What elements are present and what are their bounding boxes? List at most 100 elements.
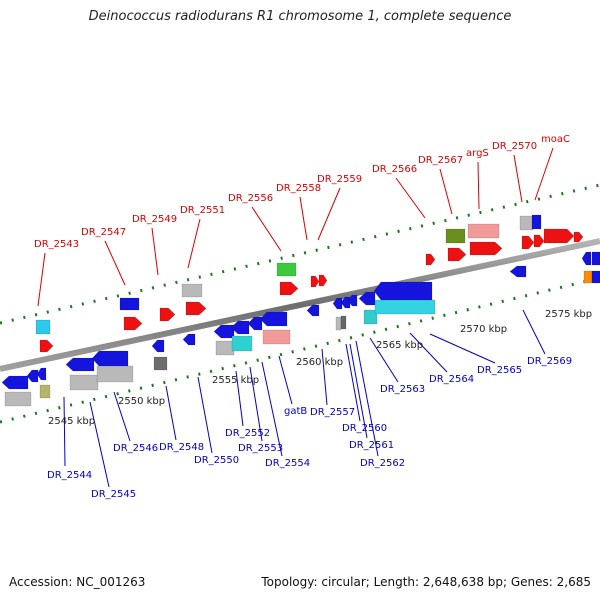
leader-line bbox=[534, 147, 554, 201]
leader-line bbox=[477, 161, 480, 210]
leader-line bbox=[355, 340, 379, 457]
gene-label: moaC bbox=[541, 134, 570, 145]
gene-arrow bbox=[425, 253, 436, 266]
leader-line bbox=[113, 391, 131, 442]
gene-arrow bbox=[213, 324, 235, 339]
gene-arrow bbox=[36, 367, 47, 381]
leader-line bbox=[522, 309, 546, 355]
gene-arrow bbox=[373, 281, 433, 301]
gene-arrow bbox=[123, 316, 143, 331]
gene-label: DR_2545 bbox=[91, 489, 136, 500]
gene-box bbox=[215, 340, 235, 356]
gene-box bbox=[35, 319, 51, 335]
leader-line bbox=[89, 401, 110, 488]
leader-line bbox=[37, 252, 46, 307]
gene-arrow bbox=[306, 304, 320, 317]
gene-arrow bbox=[279, 281, 299, 296]
gene-box bbox=[591, 270, 600, 284]
gene-label: DR_2566 bbox=[372, 164, 417, 175]
gene-arrow bbox=[509, 265, 527, 278]
leader-line bbox=[369, 337, 399, 383]
gene-arrow bbox=[26, 369, 39, 383]
scale-label: 2570 kbp bbox=[460, 324, 507, 335]
gene-arrow bbox=[182, 333, 196, 346]
gene-box bbox=[181, 283, 203, 298]
gene-arrow bbox=[332, 297, 343, 310]
gene-box bbox=[119, 297, 140, 311]
leader-line bbox=[321, 348, 328, 406]
gene-label: argS bbox=[466, 148, 489, 159]
genome-backbone bbox=[0, 238, 600, 372]
gene-label: DR_2548 bbox=[159, 442, 204, 453]
leader-line bbox=[429, 333, 496, 364]
gene-arrow bbox=[39, 339, 54, 353]
gene-label: DR_2569 bbox=[527, 356, 572, 367]
gene-arrow bbox=[469, 241, 503, 256]
gene-label: DR_2558 bbox=[276, 183, 321, 194]
gene-arrow bbox=[447, 247, 467, 262]
gene-label: DR_2547 bbox=[81, 227, 126, 238]
gene-label: DR_2554 bbox=[265, 458, 310, 469]
map-title: Deinococcus radiodurans R1 chromosome 1,… bbox=[88, 9, 512, 24]
gene-arrow bbox=[151, 339, 165, 353]
leader-line bbox=[299, 196, 308, 241]
leader-line bbox=[513, 154, 523, 203]
leader-line bbox=[395, 177, 426, 219]
gene-arrow bbox=[65, 357, 95, 372]
leader-line bbox=[278, 355, 293, 405]
gene-label: DR_2553 bbox=[238, 443, 283, 454]
gene-box bbox=[374, 299, 436, 315]
gene-arrow bbox=[347, 294, 358, 307]
gene-label: DR_2563 bbox=[380, 384, 425, 395]
gene-box bbox=[276, 262, 297, 277]
gene-arrow bbox=[159, 307, 176, 322]
gene-arrow bbox=[230, 320, 250, 335]
leader-line bbox=[151, 227, 159, 276]
scale-label: 2550 kbp bbox=[118, 396, 165, 407]
leader-line bbox=[63, 396, 66, 467]
leader-line bbox=[439, 168, 453, 215]
gene-label: DR_2560 bbox=[342, 423, 387, 434]
gene-arrow bbox=[318, 274, 328, 287]
leader-line bbox=[261, 361, 283, 457]
gene-box bbox=[4, 391, 32, 407]
gene-label: DR_2549 bbox=[132, 214, 177, 225]
gene-label: DR_2557 bbox=[310, 407, 355, 418]
gene-arrow bbox=[247, 316, 263, 331]
accession-label: Accession: NC_001263 bbox=[9, 575, 146, 589]
leader-line bbox=[409, 332, 448, 373]
leader-line bbox=[345, 343, 361, 422]
gene-label: DR_2556 bbox=[228, 193, 273, 204]
gene-box bbox=[340, 315, 347, 330]
leader-line bbox=[235, 370, 244, 427]
topology-label: Topology: circular; Length: 2,648,638 bp… bbox=[261, 575, 591, 589]
gene-box bbox=[96, 365, 134, 383]
gene-box bbox=[69, 374, 99, 391]
gene-box bbox=[262, 329, 291, 345]
leader-line bbox=[197, 376, 213, 454]
scale-label: 2560 kbp bbox=[296, 357, 343, 368]
gene-label: DR_2564 bbox=[429, 374, 474, 385]
leader-line bbox=[249, 366, 263, 442]
gene-arrow bbox=[259, 311, 288, 327]
gene-box bbox=[153, 356, 168, 371]
gene-box bbox=[583, 270, 593, 284]
gene-label: DR_2561 bbox=[349, 440, 394, 451]
gene-arrow bbox=[340, 296, 351, 309]
gene-arrow bbox=[358, 291, 376, 306]
leader-line bbox=[251, 206, 282, 252]
gene-arrow bbox=[521, 235, 535, 250]
gene-label: DR_2552 bbox=[225, 428, 270, 439]
scale-label: 2545 kbp bbox=[48, 416, 95, 427]
gene-arrow bbox=[533, 234, 545, 248]
gene-box bbox=[445, 228, 466, 244]
gene-box bbox=[39, 384, 51, 399]
gene-label: DR_2559 bbox=[317, 174, 362, 185]
leader-line bbox=[165, 385, 177, 441]
gene-box bbox=[531, 214, 542, 230]
gene-label: DR_2565 bbox=[477, 365, 522, 376]
gene-label: DR_2551 bbox=[180, 205, 225, 216]
gene-arrow bbox=[573, 231, 584, 243]
gene-arrow bbox=[185, 301, 207, 316]
gene-box bbox=[519, 215, 534, 231]
